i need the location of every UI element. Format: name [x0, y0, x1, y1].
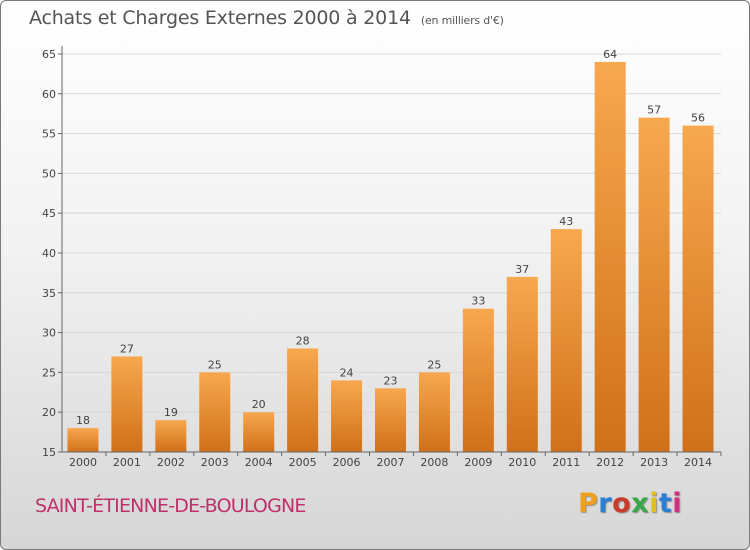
logo-letter: i	[649, 488, 659, 519]
logo-letter: t	[658, 488, 673, 519]
bar-2003	[199, 372, 231, 452]
bar-2002	[155, 420, 187, 452]
commune-name: SAINT-ÉTIENNE-DE-BOULOGNE	[35, 495, 306, 517]
value-label-2005: 28	[296, 335, 310, 348]
y-tick-label: 60	[42, 88, 56, 101]
logo-letter: i	[672, 488, 683, 519]
bar-2004	[243, 412, 275, 452]
x-tick-label-2000: 2000	[69, 456, 97, 469]
y-tick-label: 30	[42, 327, 56, 340]
logo-letter: P	[578, 488, 599, 519]
logo-letter: x	[631, 488, 650, 519]
x-tick-label-2005: 2005	[289, 456, 317, 469]
proxiti-logo: Proxiti	[578, 488, 682, 519]
bar-2006	[331, 380, 363, 452]
chart-title: Achats et Charges Externes 2000 à 2014	[29, 7, 411, 29]
x-tick-label-2002: 2002	[157, 456, 185, 469]
value-label-2000: 18	[76, 414, 90, 427]
x-tick-label-2013: 2013	[640, 456, 668, 469]
x-tick-label-2012: 2012	[596, 456, 624, 469]
bar-2008	[418, 372, 450, 452]
y-tick-label: 15	[42, 446, 56, 459]
y-tick-label: 65	[42, 48, 56, 61]
value-label-2001: 27	[120, 342, 134, 355]
bar-2007	[375, 388, 406, 452]
y-tick-label: 20	[42, 406, 56, 419]
chart-title-block: Achats et Charges Externes 2000 à 2014 (e…	[29, 7, 504, 29]
y-tick-label: 50	[42, 167, 56, 180]
value-label-2006: 24	[340, 366, 354, 379]
x-tick-label-2008: 2008	[420, 456, 448, 469]
value-label-2009: 33	[471, 295, 485, 308]
bar-2013	[638, 117, 670, 452]
y-tick-label: 45	[42, 207, 56, 220]
value-label-2004: 20	[252, 398, 266, 411]
bar-2001	[111, 356, 143, 452]
logo-letter: r	[598, 488, 613, 519]
x-tick-label-2001: 2001	[113, 456, 141, 469]
label-layer: 15 20 25 30 35 40 45 50 55 60 65 18 2000 27 2001 19 2002…	[42, 48, 712, 469]
value-label-2011: 43	[559, 215, 573, 228]
y-tick-label: 40	[42, 247, 56, 260]
value-label-2012: 64	[603, 48, 617, 61]
x-tick-label-2003: 2003	[201, 456, 229, 469]
y-tick-label: 55	[42, 128, 56, 141]
value-label-2003: 25	[208, 358, 222, 371]
bar-2012	[594, 61, 626, 452]
logo-letter: o	[612, 488, 632, 519]
x-tick-label-2010: 2010	[508, 456, 536, 469]
bar-2000	[67, 428, 99, 452]
value-label-2014: 56	[691, 112, 705, 125]
bar-2011	[550, 229, 582, 452]
bar-2010	[506, 276, 538, 452]
x-tick-label-2006: 2006	[333, 456, 361, 469]
bar-layer	[67, 61, 714, 452]
x-tick-label-2009: 2009	[464, 456, 492, 469]
x-tick-label-2007: 2007	[377, 456, 405, 469]
value-label-2010: 37	[515, 263, 529, 276]
bar-2014	[682, 125, 714, 452]
x-tick-label-2004: 2004	[245, 456, 273, 469]
axis-layer	[58, 46, 722, 456]
value-label-2008: 25	[427, 358, 441, 371]
y-tick-label: 25	[42, 366, 56, 379]
bar-2009	[462, 308, 494, 452]
value-label-2002: 19	[164, 406, 178, 419]
y-tick-label: 35	[42, 287, 56, 300]
chart-unit: (en milliers d'€)	[420, 14, 504, 27]
x-tick-label-2011: 2011	[552, 456, 580, 469]
x-tick-label-2014: 2014	[684, 456, 712, 469]
bar-2005	[287, 348, 319, 452]
value-label-2013: 57	[647, 104, 661, 117]
value-label-2007: 23	[384, 374, 398, 387]
